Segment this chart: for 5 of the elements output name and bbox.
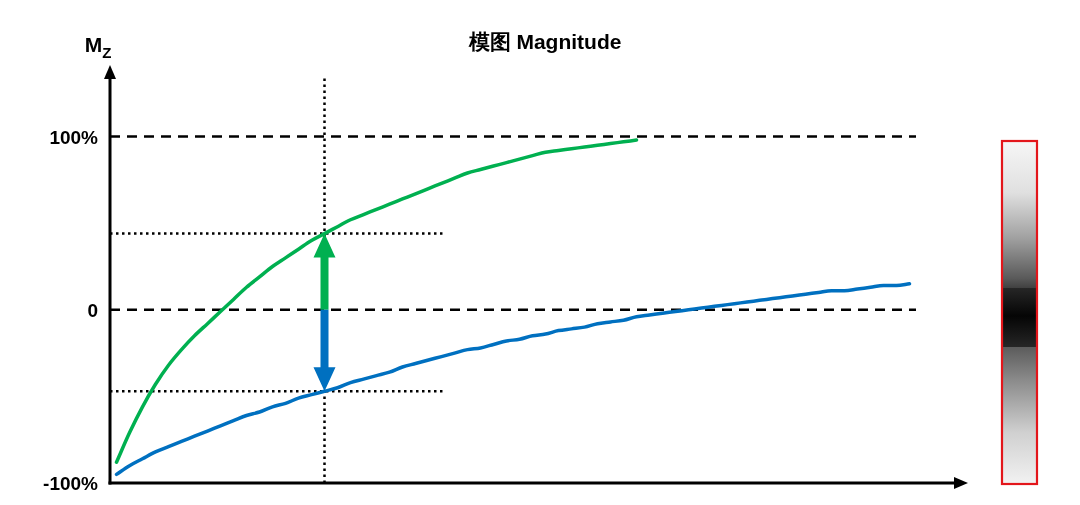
title: 模图 Magnitude [468,29,622,53]
y-tick-label: 0 [87,299,98,321]
y-tick-label: -100% [43,472,98,494]
y-label: M$_{Z}$ [84,32,112,61]
y-tick-label: 100% [49,126,98,148]
